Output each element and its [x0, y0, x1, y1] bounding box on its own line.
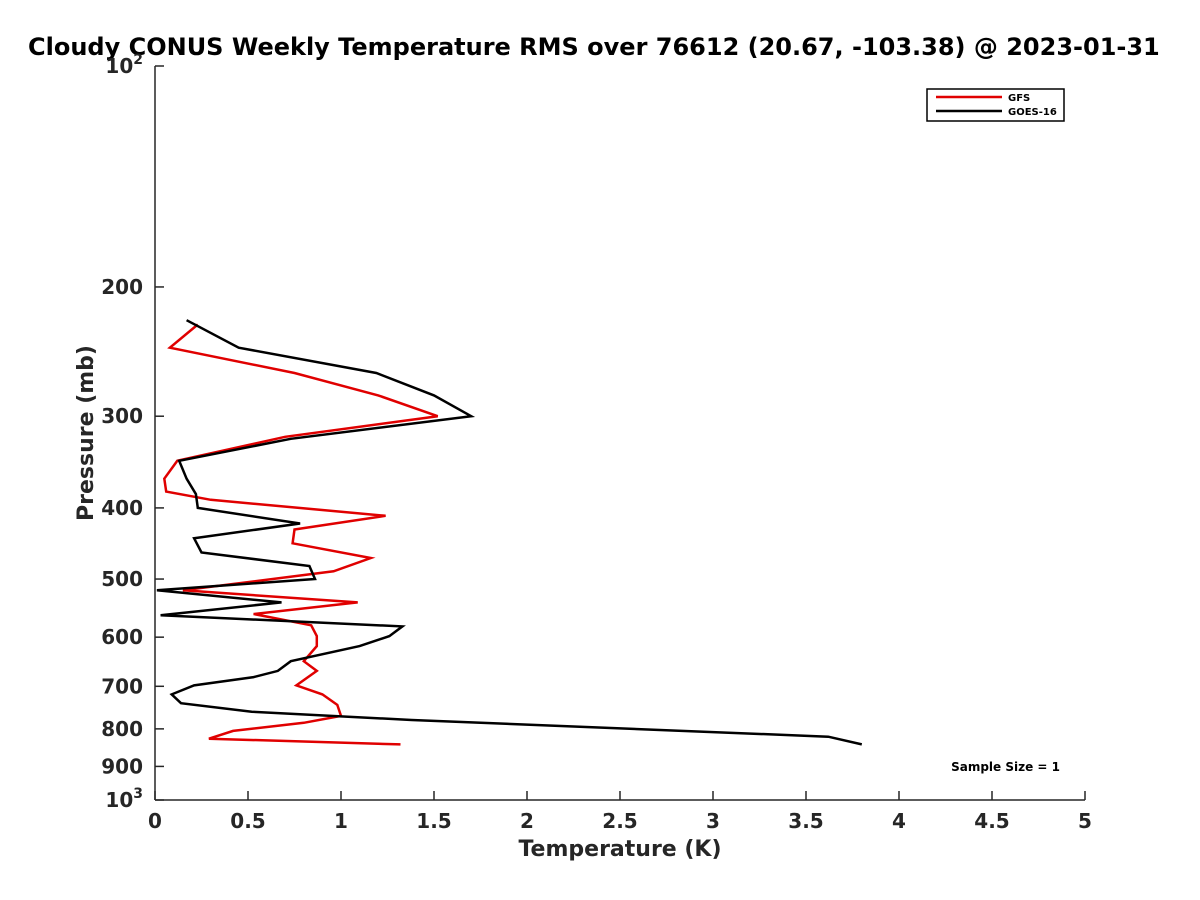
y-tick-label: 700 — [101, 674, 143, 698]
x-tick-label: 2.5 — [602, 809, 637, 833]
y-tick-label: 400 — [101, 496, 143, 520]
y-tick-label: 800 — [101, 717, 143, 741]
x-tick-label: 1 — [334, 809, 348, 833]
x-tick-label: 3 — [706, 809, 720, 833]
x-tick-label: 4 — [892, 809, 906, 833]
x-tick-label: 5 — [1078, 809, 1092, 833]
series-line-gfs — [162, 323, 439, 746]
y-tick-label: 102 — [105, 52, 143, 78]
x-tick-label: 0 — [148, 809, 162, 833]
legend: GFS GOES-16 — [926, 88, 1065, 122]
legend-box — [926, 88, 1065, 122]
series-line-goes-16 — [156, 319, 863, 746]
y-tick-label: 900 — [101, 754, 143, 778]
sample-size-annotation: Sample Size = 1 — [951, 760, 1060, 774]
plot-area — [156, 319, 863, 746]
y-axis-ticks: 102 200 300 400 500 600 700 800 900 103 — [101, 52, 164, 812]
x-tick-label: 2 — [520, 809, 534, 833]
x-axis-label: Temperature (K) — [518, 837, 721, 862]
y-tick-label: 200 — [101, 275, 143, 299]
x-axis-ticks: 0 0.5 1 1.5 2 2.5 3 3.5 4 4.5 5 — [148, 791, 1092, 833]
y-tick-label: 300 — [101, 404, 143, 428]
chart-title: Cloudy CONUS Weekly Temperature RMS over… — [28, 33, 1160, 61]
y-tick-label: 103 — [105, 786, 143, 812]
x-tick-label: 4.5 — [974, 809, 1009, 833]
legend-label-gfs: GFS — [1008, 93, 1030, 104]
x-tick-label: 1.5 — [416, 809, 451, 833]
y-tick-label: 600 — [101, 625, 143, 649]
y-tick-label: 500 — [101, 567, 143, 591]
legend-label-goes-16: GOES-16 — [1008, 107, 1057, 118]
x-tick-label: 0.5 — [230, 809, 265, 833]
y-axis-label: Pressure (mb) — [74, 345, 99, 521]
x-tick-label: 3.5 — [788, 809, 823, 833]
